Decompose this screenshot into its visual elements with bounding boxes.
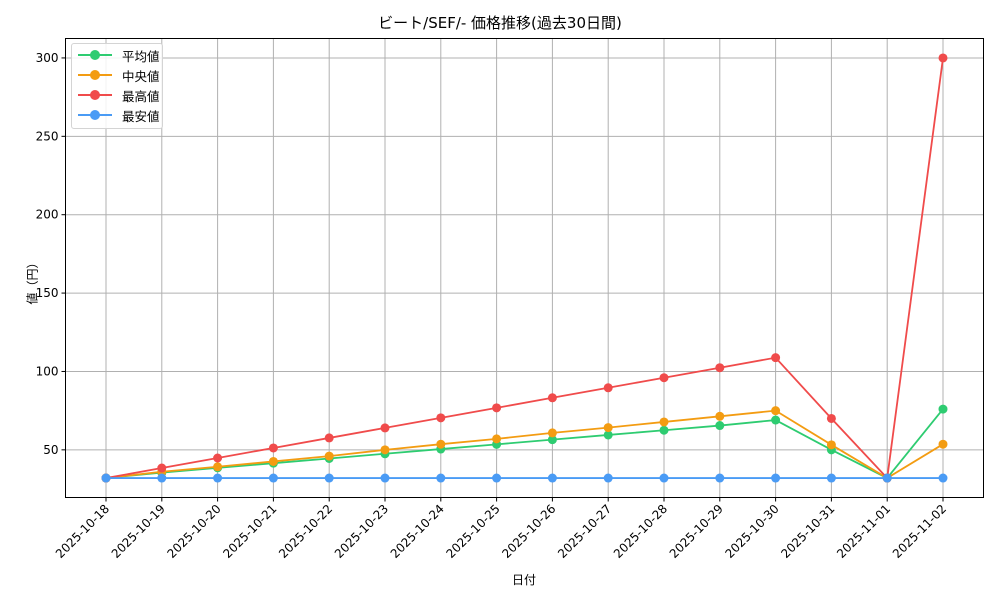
x-tick-label: 2025-10-27 bbox=[555, 502, 614, 561]
data-point bbox=[603, 423, 613, 433]
data-point bbox=[826, 413, 836, 423]
data-point bbox=[380, 445, 390, 455]
legend-marker-icon bbox=[78, 69, 112, 81]
x-tick-label: 2025-10-18 bbox=[53, 502, 112, 561]
data-point bbox=[492, 434, 502, 444]
data-point bbox=[157, 463, 167, 473]
data-point bbox=[715, 421, 725, 431]
x-tick-label: 2025-10-25 bbox=[444, 502, 503, 561]
data-point bbox=[380, 423, 390, 433]
data-point bbox=[157, 473, 167, 483]
data-point bbox=[938, 473, 948, 483]
data-point bbox=[324, 433, 334, 443]
y-tick-label: 50 bbox=[43, 443, 58, 457]
data-point bbox=[938, 439, 948, 449]
data-point bbox=[268, 473, 278, 483]
series-line bbox=[105, 408, 944, 480]
y-tick-label: 100 bbox=[36, 364, 59, 378]
data-point bbox=[659, 473, 669, 483]
data-point bbox=[882, 473, 892, 483]
data-point bbox=[547, 473, 557, 483]
x-tick-label: 2025-10-22 bbox=[276, 502, 335, 561]
x-axis-label: 日付 bbox=[511, 573, 536, 587]
legend-item-median: 中央値 bbox=[78, 65, 160, 85]
data-point bbox=[547, 393, 557, 403]
data-point bbox=[324, 473, 334, 483]
x-tick-label: 2025-11-02 bbox=[890, 502, 949, 561]
data-point bbox=[324, 451, 334, 461]
x-tick-label: 2025-10-26 bbox=[499, 502, 558, 561]
y-tick-label: 150 bbox=[36, 286, 59, 300]
data-point bbox=[101, 473, 111, 483]
data-point bbox=[771, 415, 781, 425]
y-tick-label: 250 bbox=[36, 129, 59, 143]
data-point bbox=[380, 473, 390, 483]
data-point bbox=[715, 411, 725, 421]
data-point bbox=[771, 353, 781, 363]
legend-item-min: 最安値 bbox=[78, 105, 160, 125]
grid-lines bbox=[65, 38, 984, 498]
series-lines bbox=[101, 53, 948, 483]
data-point bbox=[715, 473, 725, 483]
legend-marker-icon bbox=[78, 109, 112, 121]
data-point bbox=[213, 473, 223, 483]
data-point bbox=[213, 453, 223, 463]
data-point bbox=[603, 473, 613, 483]
series-line bbox=[105, 57, 944, 481]
data-point bbox=[436, 473, 446, 483]
series-line bbox=[105, 409, 944, 480]
legend-label: 最安値 bbox=[122, 108, 160, 124]
axis-ticks: 2025-10-182025-10-192025-10-202025-10-21… bbox=[36, 51, 950, 561]
x-tick-label: 2025-10-21 bbox=[220, 502, 279, 561]
y-tick-label: 300 bbox=[36, 51, 59, 65]
data-point bbox=[771, 406, 781, 416]
legend-item-max: 最高値 bbox=[78, 85, 160, 105]
legend-label: 中央値 bbox=[122, 68, 160, 84]
x-tick-label: 2025-10-30 bbox=[723, 502, 782, 561]
legend-label: 平均値 bbox=[122, 48, 160, 64]
legend-marker-icon bbox=[78, 49, 112, 61]
data-point bbox=[268, 456, 278, 466]
x-tick-label: 2025-10-24 bbox=[388, 502, 447, 561]
data-point bbox=[938, 53, 948, 63]
legend: 平均値 中央値 最高値 最安値 bbox=[71, 43, 163, 129]
data-point bbox=[659, 417, 669, 427]
data-point bbox=[603, 430, 613, 440]
data-point bbox=[771, 473, 781, 483]
x-tick-label: 2025-10-23 bbox=[332, 502, 391, 561]
data-point bbox=[715, 363, 725, 373]
data-point bbox=[826, 440, 836, 450]
data-point bbox=[659, 425, 669, 435]
x-tick-label: 2025-11-01 bbox=[834, 502, 893, 561]
x-tick-label: 2025-10-20 bbox=[165, 502, 224, 561]
data-point bbox=[659, 373, 669, 383]
x-tick-label: 2025-10-28 bbox=[611, 502, 670, 561]
data-point bbox=[826, 473, 836, 483]
legend-marker-icon bbox=[78, 89, 112, 101]
x-tick-label: 2025-10-19 bbox=[109, 502, 168, 561]
data-point bbox=[492, 403, 502, 413]
chart-title: ビート/SEF/- 価格推移(過去30日間) bbox=[378, 14, 622, 32]
data-point bbox=[938, 404, 948, 414]
data-point bbox=[436, 439, 446, 449]
data-point bbox=[547, 435, 557, 445]
plot-frame bbox=[65, 38, 984, 498]
data-point bbox=[213, 462, 223, 472]
legend-item-mean: 平均値 bbox=[78, 45, 160, 65]
data-point bbox=[436, 413, 446, 423]
data-point bbox=[547, 428, 557, 438]
data-point bbox=[492, 473, 502, 483]
data-point bbox=[603, 383, 613, 393]
x-tick-label: 2025-10-31 bbox=[778, 502, 837, 561]
legend-label: 最高値 bbox=[122, 88, 160, 104]
y-axis-label: 値（円） bbox=[25, 256, 40, 305]
data-point bbox=[268, 443, 278, 453]
y-tick-label: 200 bbox=[36, 208, 59, 222]
x-tick-label: 2025-10-29 bbox=[667, 502, 726, 561]
